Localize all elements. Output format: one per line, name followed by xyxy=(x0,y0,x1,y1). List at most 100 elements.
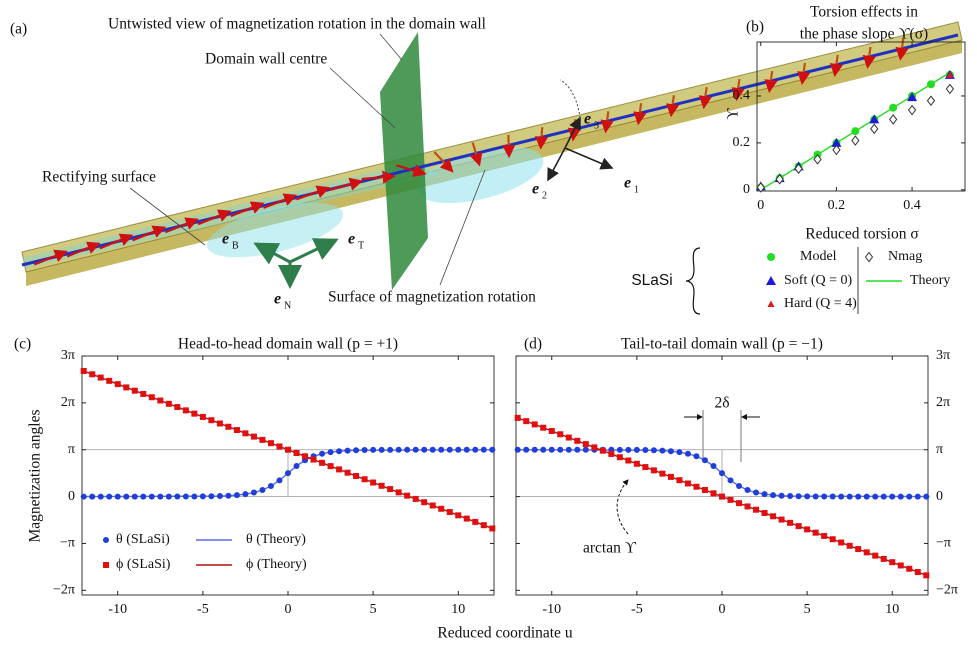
marker xyxy=(889,493,896,500)
legend-label: ϕ (SLaSi) xyxy=(116,557,171,572)
marker xyxy=(148,394,155,401)
frame-arrow xyxy=(564,147,614,170)
marker xyxy=(114,381,121,388)
legend-brace xyxy=(685,247,701,315)
x-tick-label: -5 xyxy=(631,602,643,617)
legend-symbol xyxy=(103,537,109,543)
panel-label: (d) xyxy=(524,336,542,353)
y-tick-label: −2π xyxy=(53,583,75,598)
marker xyxy=(812,529,819,536)
marker xyxy=(946,71,954,78)
marker xyxy=(199,413,206,420)
marker xyxy=(267,440,274,447)
annotation: 2δ xyxy=(714,395,729,412)
panel-label: (b) xyxy=(746,19,764,36)
marker xyxy=(378,446,385,453)
marker xyxy=(242,430,249,437)
y-tick-label: π xyxy=(68,442,75,457)
illustration: (a) Untwisted view of magnetization rota… xyxy=(10,16,963,311)
magnetization-arrow xyxy=(99,233,134,250)
marker xyxy=(463,515,470,522)
chart-title: Tail-to-tail domain wall (p = −1) xyxy=(621,336,823,353)
frame-arrow xyxy=(547,147,566,182)
panel-label: (a) xyxy=(10,21,27,38)
marker xyxy=(804,493,811,500)
marker xyxy=(565,434,572,441)
marker xyxy=(821,493,828,500)
magnetization-arrow xyxy=(263,193,298,209)
marker xyxy=(216,493,223,500)
legend-label: Model xyxy=(800,249,837,264)
marker xyxy=(727,496,734,503)
marker xyxy=(446,509,453,516)
marker xyxy=(633,460,640,467)
marker xyxy=(855,546,862,553)
marker xyxy=(259,487,266,494)
y-tick-label: 0 xyxy=(743,182,750,197)
marker xyxy=(208,417,215,424)
vector-symbol: e xyxy=(532,181,539,198)
x-tick-label: -10 xyxy=(108,602,127,617)
marker xyxy=(914,493,921,500)
marker xyxy=(863,549,870,556)
marker xyxy=(897,493,904,500)
marker xyxy=(531,421,538,428)
marker xyxy=(165,493,172,500)
marker xyxy=(548,446,555,453)
y-tick-label: 0 xyxy=(936,489,943,504)
vector-subscript: 2 xyxy=(542,190,547,201)
magnetization-arrow xyxy=(197,209,232,226)
marker xyxy=(353,447,360,454)
marker xyxy=(701,487,708,494)
marker xyxy=(831,137,842,147)
y-axis-label: ϒ xyxy=(725,108,742,120)
marker xyxy=(945,83,955,95)
marker xyxy=(582,446,589,453)
marker xyxy=(625,457,632,464)
annotation: Surface of magnetization rotation xyxy=(328,289,536,306)
marker xyxy=(659,470,666,477)
vector-subscript: N xyxy=(284,300,291,311)
marker xyxy=(719,493,725,500)
marker xyxy=(455,446,462,453)
marker xyxy=(770,492,777,499)
marker xyxy=(869,114,880,124)
y-tick-label: 0 xyxy=(68,489,75,504)
marker xyxy=(97,493,104,500)
marker xyxy=(897,562,904,569)
marker xyxy=(540,424,547,431)
marker xyxy=(182,493,189,500)
x-tick-label: 0 xyxy=(285,602,292,617)
marker xyxy=(472,518,479,525)
marker xyxy=(608,450,615,457)
marker xyxy=(838,493,845,500)
legend-label: Theory xyxy=(910,273,950,288)
marker xyxy=(794,163,803,175)
vector-subscript: T xyxy=(358,240,364,251)
marker xyxy=(778,492,785,499)
magnetization-arrow xyxy=(862,46,876,69)
marker xyxy=(480,522,487,529)
leader-line xyxy=(129,187,206,246)
marker xyxy=(250,489,257,496)
marker xyxy=(889,559,896,566)
marker xyxy=(832,144,841,156)
marker xyxy=(880,555,887,562)
magnetization-arrows xyxy=(33,38,909,266)
marker xyxy=(233,492,240,499)
marker xyxy=(429,446,436,453)
marker xyxy=(659,447,666,454)
marker xyxy=(548,427,555,434)
magnetization-arrow xyxy=(502,134,516,159)
leader-line xyxy=(559,79,581,119)
magnetization-arrow xyxy=(534,127,549,150)
marker xyxy=(650,467,657,474)
marker xyxy=(80,493,87,500)
magnetization-arrow xyxy=(395,164,427,177)
y-axis-label: Magnetization angles xyxy=(27,410,44,543)
marker xyxy=(880,493,887,500)
marker xyxy=(914,569,921,576)
marker xyxy=(361,476,368,483)
marker xyxy=(642,464,649,471)
